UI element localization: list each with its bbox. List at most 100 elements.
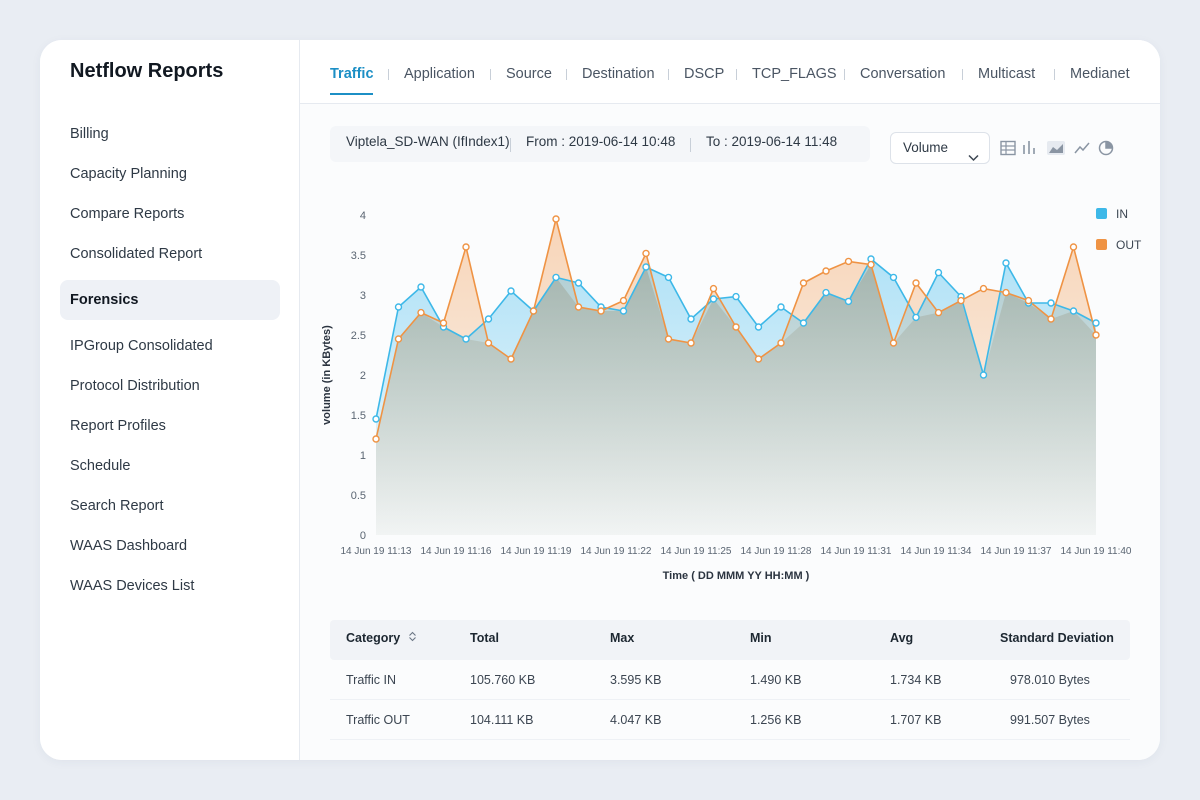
out-data-point[interactable] [732, 323, 740, 331]
sidebar-item-billing[interactable]: Billing [70, 126, 109, 142]
tab-traffic[interactable]: Traffic [330, 66, 374, 82]
sidebar-item-search-report[interactable]: Search Report [70, 498, 164, 514]
out-data-point[interactable] [529, 307, 538, 315]
out-data-point[interactable] [1092, 331, 1100, 339]
table-icon[interactable] [998, 138, 1018, 158]
out-data-point[interactable] [799, 279, 808, 287]
bar-chart-icon[interactable] [1020, 138, 1040, 158]
in-data-point[interactable] [417, 283, 425, 291]
in-data-point[interactable] [799, 319, 808, 327]
sidebar-item-waas-dashboard[interactable]: WAAS Dashboard [70, 538, 188, 554]
out-data-point[interactable] [372, 435, 380, 443]
in-data-point[interactable] [1092, 319, 1100, 327]
out-data-point[interactable] [709, 284, 718, 293]
header-category[interactable]: Category [346, 631, 417, 645]
in-data-point[interactable] [979, 371, 988, 379]
out-data-point[interactable] [484, 339, 493, 347]
metric-select[interactable]: Volume [890, 132, 990, 164]
out-data-point[interactable] [1002, 288, 1010, 297]
out-data-point[interactable] [642, 249, 650, 258]
in-data-point[interactable] [372, 415, 380, 423]
sidebar-item-protocol-distribution[interactable]: Protocol Distribution [70, 378, 200, 394]
x-tick-label: 14 Jun 19 11:25 [661, 546, 732, 557]
out-data-point[interactable] [912, 279, 920, 287]
in-data-point[interactable] [1047, 299, 1055, 307]
y-tick-label: 3 [360, 290, 366, 302]
out-data-point[interactable] [574, 303, 583, 311]
in-data-point[interactable] [552, 273, 560, 282]
out-data-point[interactable] [934, 308, 943, 317]
in-data-point[interactable] [642, 263, 650, 271]
tab-source[interactable]: Source [506, 66, 552, 82]
in-data-point[interactable] [934, 268, 943, 277]
sidebar-item-consolidated-report[interactable]: Consolidated Report [70, 246, 203, 262]
in-data-point[interactable] [507, 287, 515, 295]
header-total: Total [470, 631, 499, 645]
out-data-point[interactable] [979, 284, 988, 293]
out-data-point[interactable] [597, 307, 605, 315]
sidebar-item-capacity-planning[interactable]: Capacity Planning [70, 166, 187, 182]
out-data-point[interactable] [462, 243, 470, 251]
tab-conversation[interactable]: Conversation [860, 66, 946, 82]
in-data-point[interactable] [709, 295, 718, 303]
tab-divider [736, 69, 737, 80]
out-data-point[interactable] [439, 319, 448, 327]
metric-select-value: Volume [903, 140, 949, 155]
legend-out[interactable]: OUT [1096, 238, 1141, 252]
out-data-point[interactable] [1024, 296, 1033, 305]
legend-out-swatch [1096, 239, 1107, 250]
out-data-point[interactable] [957, 296, 965, 305]
sidebar-item-waas-devices-list[interactable]: WAAS Devices List [70, 578, 195, 594]
sidebar-item-schedule[interactable]: Schedule [70, 458, 131, 474]
in-data-point[interactable] [687, 315, 695, 323]
in-data-point[interactable] [889, 273, 898, 282]
out-data-point[interactable] [394, 335, 403, 343]
out-data-point[interactable] [822, 267, 830, 275]
out-data-point[interactable] [867, 260, 875, 269]
in-data-point[interactable] [664, 273, 673, 282]
out-data-point[interactable] [687, 339, 695, 347]
out-data-point[interactable] [1047, 315, 1055, 323]
out-data-point[interactable] [889, 339, 898, 347]
sidebar-item-report-profiles[interactable]: Report Profiles [70, 418, 166, 434]
tab-destination[interactable]: Destination [582, 66, 655, 82]
pie-chart-icon[interactable] [1096, 138, 1116, 158]
in-data-point[interactable] [484, 315, 493, 323]
x-tick-label: 14 Jun 19 11:34 [901, 546, 972, 557]
out-data-point[interactable] [777, 339, 785, 347]
in-data-point[interactable] [1002, 259, 1010, 267]
sort-icon[interactable] [408, 631, 417, 645]
cell-category: Traffic OUT [346, 713, 410, 727]
in-data-point[interactable] [844, 297, 853, 306]
out-data-point[interactable] [507, 355, 515, 363]
in-data-point[interactable] [754, 323, 763, 331]
legend-in[interactable]: IN [1096, 207, 1128, 221]
out-data-point[interactable] [417, 308, 425, 317]
tab-dscp[interactable]: DSCP [684, 66, 725, 82]
out-data-point[interactable] [1069, 243, 1078, 251]
out-data-point[interactable] [619, 296, 628, 305]
in-data-point[interactable] [912, 313, 920, 322]
area-chart-icon[interactable] [1046, 138, 1066, 158]
y-tick-label: 2.5 [351, 330, 366, 342]
in-data-point[interactable] [732, 292, 740, 301]
out-data-point[interactable] [844, 257, 853, 266]
line-chart-icon[interactable] [1072, 138, 1092, 158]
tab-multicast[interactable]: Multicast [978, 66, 1036, 82]
in-data-point[interactable] [574, 279, 583, 287]
sidebar-item-compare-reports[interactable]: Compare Reports [70, 206, 185, 222]
out-data-point[interactable] [664, 335, 673, 343]
in-data-point[interactable] [394, 303, 403, 311]
in-data-point[interactable] [777, 303, 785, 311]
in-data-point[interactable] [462, 335, 470, 343]
in-data-point[interactable] [822, 288, 830, 297]
out-data-point[interactable] [754, 355, 763, 363]
sidebar-item-ipgroup-consolidated[interactable]: IPGroup Consolidated [70, 338, 213, 354]
tab-medianet[interactable]: Medianet [1070, 66, 1130, 82]
in-data-point[interactable] [619, 307, 628, 315]
out-data-point[interactable] [552, 215, 560, 223]
sidebar-item-forensics[interactable]: Forensics [60, 280, 280, 320]
in-data-point[interactable] [1069, 307, 1078, 315]
tab-application[interactable]: Application [404, 66, 475, 82]
tab-tcp-flags[interactable]: TCP_FLAGS [752, 66, 837, 82]
